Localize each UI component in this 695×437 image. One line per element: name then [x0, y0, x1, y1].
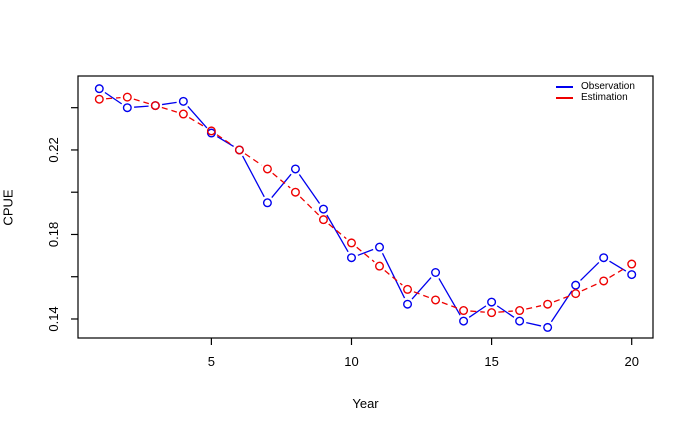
- data-point-estimation: [346, 238, 356, 248]
- data-point-observation: [122, 103, 132, 113]
- data-point-estimation: [262, 164, 272, 174]
- legend: Observation Estimation: [556, 81, 635, 103]
- data-point-estimation: [122, 92, 132, 102]
- series-segment-estimation: [553, 295, 570, 303]
- data-point-estimation: [94, 94, 104, 104]
- series-segment-observation: [216, 136, 234, 147]
- data-point-estimation: [571, 289, 581, 299]
- series-segment-observation: [496, 305, 515, 318]
- series-segment-estimation: [299, 196, 320, 216]
- legend-label-estimation: Estimation: [581, 92, 628, 103]
- series-segment-estimation: [609, 267, 627, 278]
- data-point-estimation: [627, 259, 637, 269]
- series-segment-estimation: [216, 134, 235, 147]
- x-tick-label: 20: [624, 354, 638, 369]
- data-point-estimation: [290, 187, 300, 197]
- series-segment-observation: [550, 290, 573, 323]
- series-segment-observation: [271, 173, 292, 198]
- data-point-observation: [459, 316, 469, 326]
- series-segment-observation: [526, 321, 542, 327]
- series-segment-observation: [580, 262, 600, 281]
- x-tick-label: 10: [344, 354, 358, 369]
- series-segment-estimation: [384, 270, 403, 286]
- series-segment-estimation: [328, 223, 347, 240]
- series-segment-estimation: [133, 98, 150, 105]
- series-segment-estimation: [581, 283, 598, 292]
- data-point-observation: [262, 198, 272, 208]
- x-axis-title: Year: [352, 396, 379, 411]
- y-axis-title: CPUE: [0, 189, 16, 226]
- data-point-observation: [571, 280, 581, 290]
- estimation-line-swatch: [556, 96, 573, 99]
- series-segment-estimation: [161, 106, 178, 113]
- data-point-estimation: [178, 109, 188, 119]
- data-point-estimation: [150, 101, 160, 111]
- series-segment-observation: [326, 214, 349, 253]
- series-segment-estimation: [526, 305, 542, 310]
- data-point-observation: [543, 322, 553, 332]
- series-segment-estimation: [272, 172, 291, 189]
- x-tick-label: 5: [208, 354, 215, 369]
- series-segment-observation: [187, 106, 208, 129]
- data-point-estimation: [234, 145, 244, 155]
- series-segment-observation: [438, 278, 461, 316]
- series-segment-observation: [357, 248, 374, 256]
- data-point-estimation: [459, 306, 469, 316]
- data-point-observation: [515, 316, 525, 326]
- data-point-estimation: [318, 215, 328, 225]
- series-segment-observation: [134, 105, 149, 108]
- series-segment-estimation: [356, 246, 375, 263]
- observation-line-swatch: [556, 85, 573, 88]
- data-point-estimation: [487, 308, 497, 318]
- data-point-observation: [627, 270, 637, 280]
- plot-border: [77, 75, 654, 339]
- y-tick-label: 0.14: [46, 306, 61, 331]
- series-segment-estimation: [441, 301, 458, 309]
- x-tick-label: 15: [484, 354, 498, 369]
- series-segment-observation: [468, 305, 487, 318]
- data-point-observation: [375, 242, 385, 252]
- series-segment-estimation: [498, 310, 513, 313]
- data-point-observation: [431, 268, 441, 278]
- series-segment-estimation: [188, 116, 206, 128]
- legend-label-observation: Observation: [581, 81, 635, 92]
- data-point-estimation: [403, 284, 413, 294]
- series-segment-estimation: [106, 96, 121, 100]
- data-point-observation: [599, 253, 609, 263]
- data-point-estimation: [515, 306, 525, 316]
- y-tick-label: 0.18: [46, 222, 61, 247]
- series-segment-observation: [161, 101, 177, 106]
- data-point-observation: [178, 96, 188, 106]
- data-point-observation: [318, 204, 328, 214]
- legend-item-observation: Observation: [556, 81, 635, 92]
- series-segment-estimation: [413, 291, 430, 299]
- series-segment-observation: [298, 174, 321, 204]
- data-point-estimation: [431, 295, 441, 305]
- series-segment-estimation: [244, 153, 263, 166]
- data-point-observation: [94, 84, 104, 94]
- series-segment-observation: [381, 252, 406, 299]
- series-segment-observation: [104, 91, 123, 105]
- data-point-observation: [403, 299, 413, 309]
- data-point-estimation: [375, 261, 385, 271]
- data-point-observation: [346, 253, 356, 263]
- data-point-estimation: [543, 299, 553, 309]
- data-point-estimation: [599, 276, 609, 286]
- data-point-observation: [487, 297, 497, 307]
- series-segment-estimation: [470, 310, 485, 313]
- data-point-estimation: [206, 126, 216, 136]
- legend-item-estimation: Estimation: [556, 92, 635, 103]
- data-point-observation: [290, 164, 300, 174]
- series-segment-observation: [411, 277, 432, 300]
- series-segment-observation: [242, 155, 265, 198]
- y-tick-label: 0.22: [46, 137, 61, 162]
